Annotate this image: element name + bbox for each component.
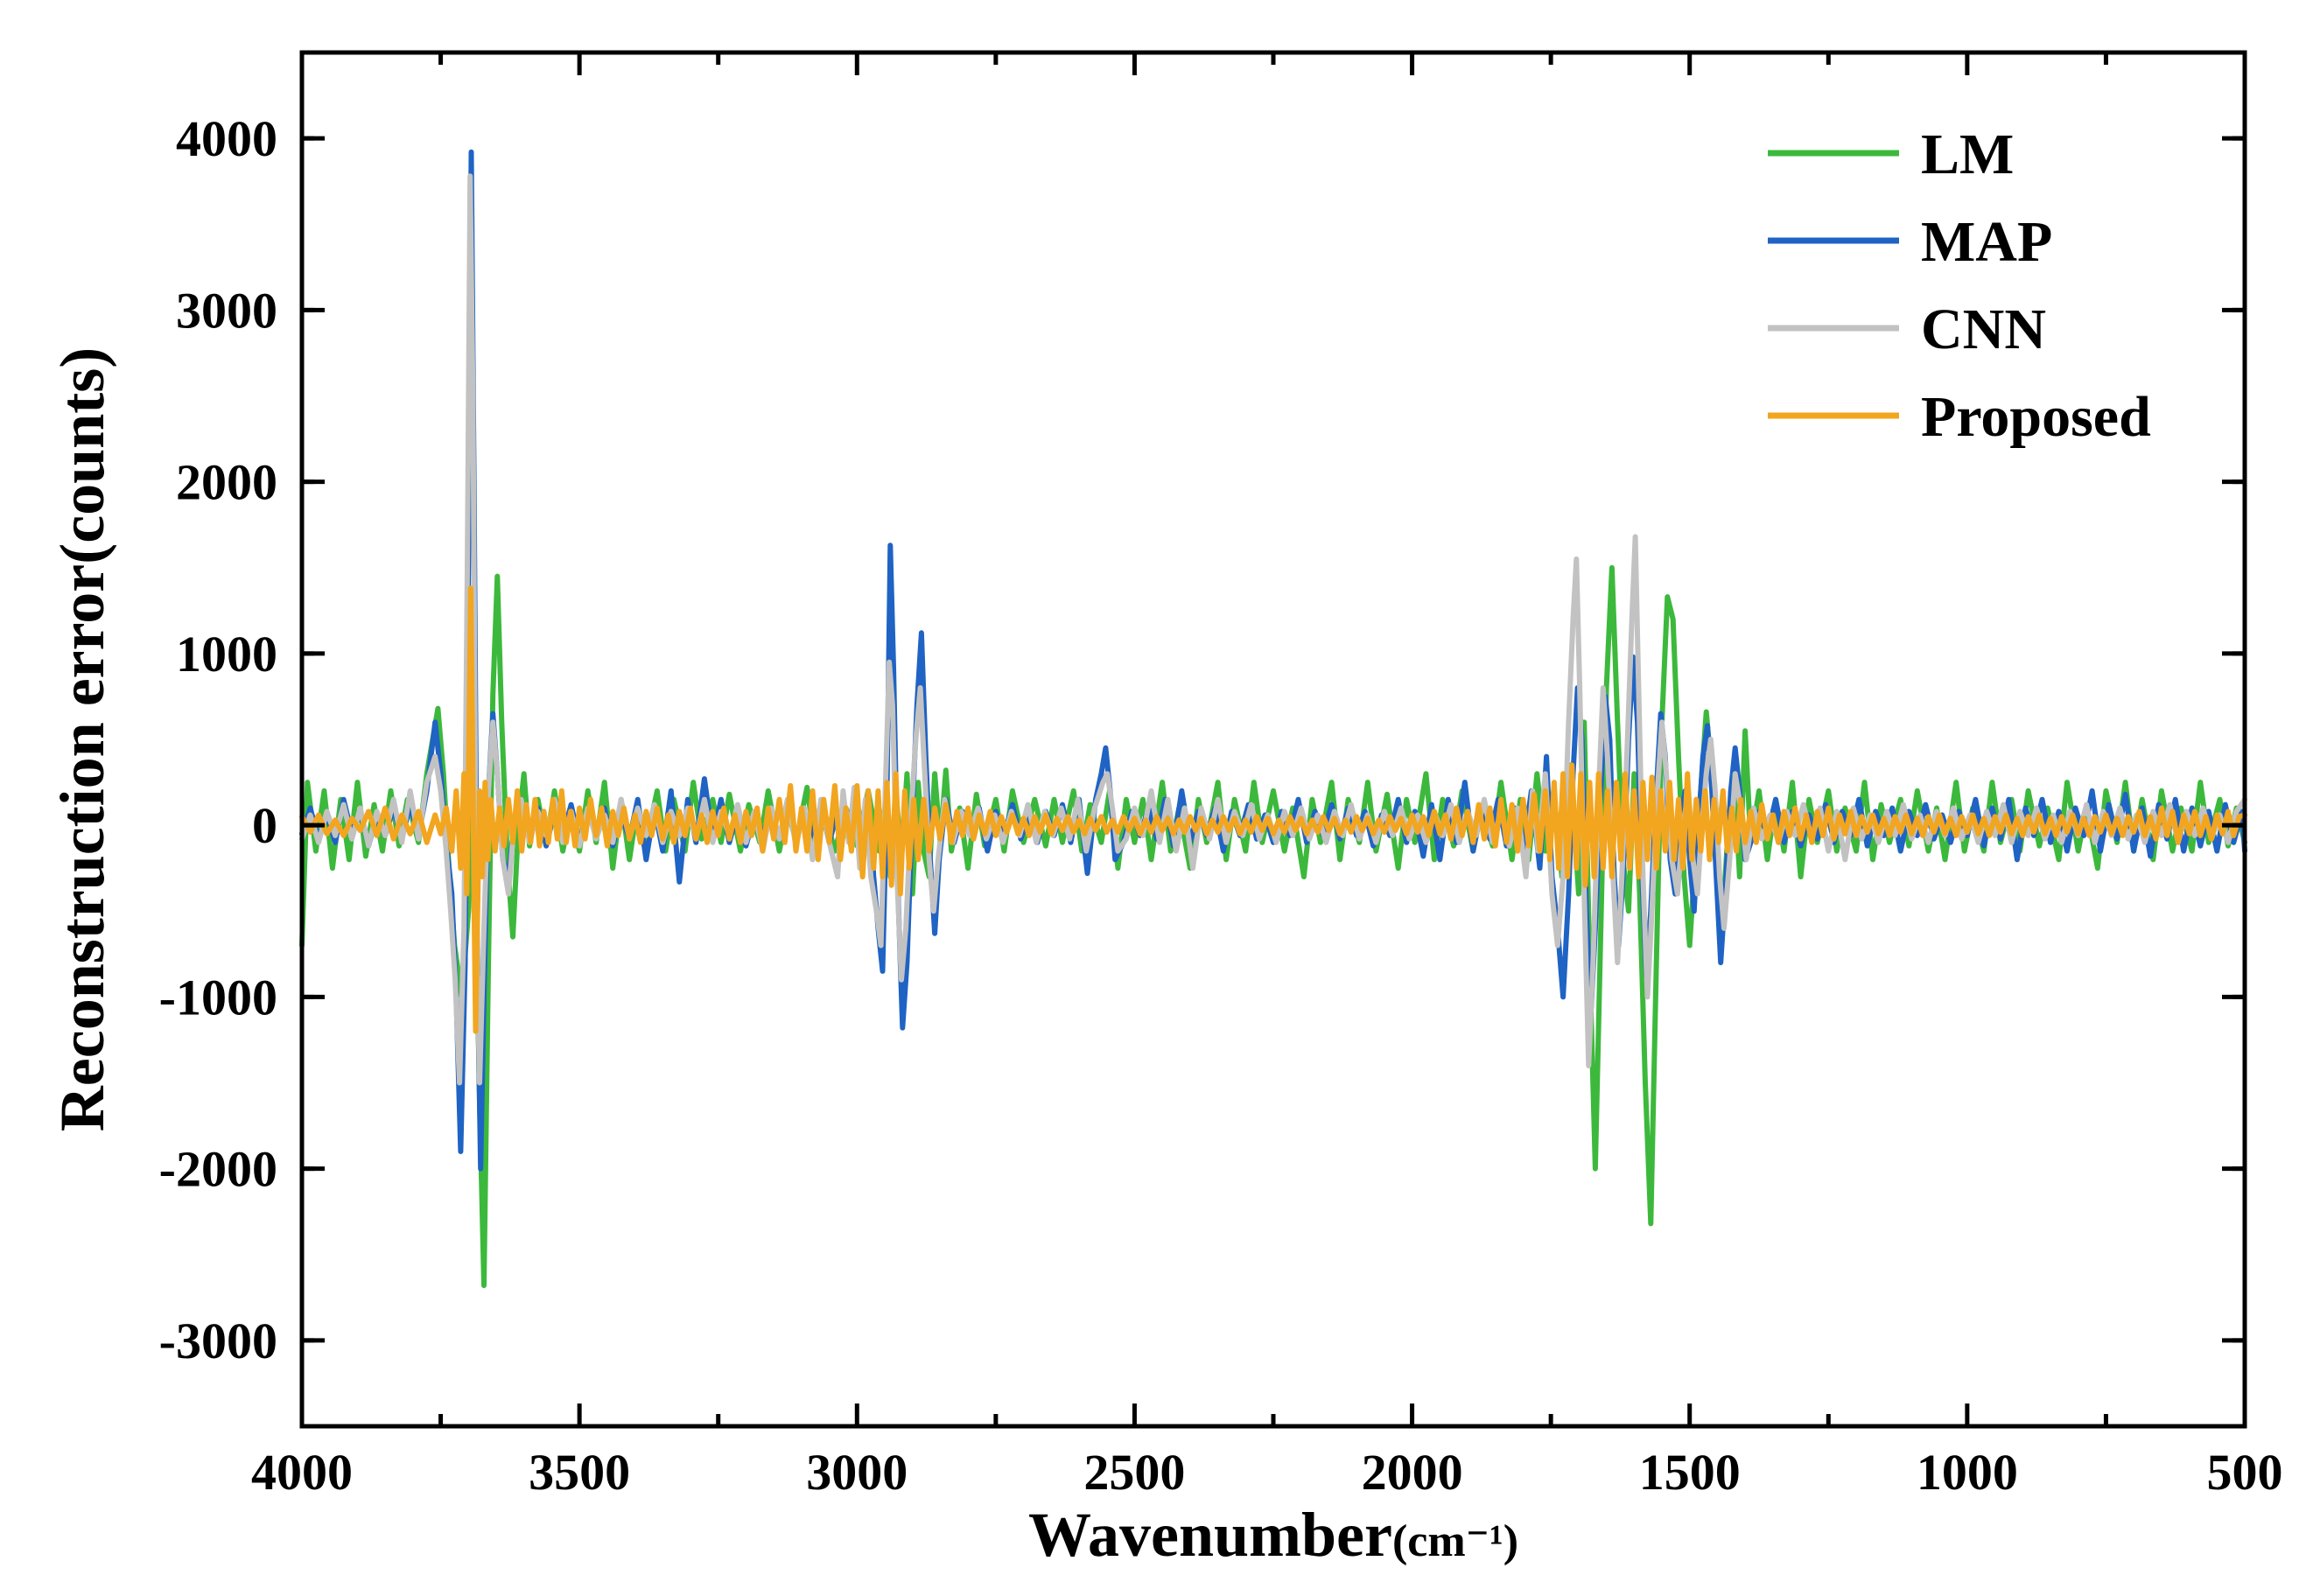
y-tick-label: 1000 — [176, 626, 277, 682]
ticks-layer — [299, 52, 2247, 1426]
legend-label-proposed: Proposed — [1921, 385, 2151, 449]
legend: LM MAP CNN Proposed — [1768, 122, 2151, 449]
y-tick-label: -3000 — [159, 1312, 277, 1369]
x-tick-label: 3500 — [529, 1444, 630, 1501]
y-axis-title: Reconstruction error(counts) — [47, 347, 117, 1131]
y-tick-label: -2000 — [159, 1141, 277, 1198]
x-tick-label: 3000 — [806, 1444, 908, 1501]
legend-label-cnn: CNN — [1921, 298, 2046, 361]
y-tick-label: 0 — [252, 797, 277, 854]
x-axis-title-main: Wavenumber — [1028, 1500, 1392, 1570]
x-tick-label: 500 — [2207, 1444, 2283, 1501]
x-tick-label: 4000 — [251, 1444, 353, 1501]
legend-label-map: MAP — [1921, 210, 2052, 274]
legend-label-lm: LM — [1921, 122, 2014, 186]
x-axis-title: Wavenumber(cm⁻¹) — [1028, 1500, 1518, 1570]
y-tick-label: 4000 — [176, 110, 277, 167]
series-proposed-line — [299, 585, 2247, 1034]
x-tick-label: 1500 — [1639, 1444, 1741, 1501]
x-tick-label: 2500 — [1083, 1444, 1185, 1501]
x-tick-label: 1000 — [1917, 1444, 2018, 1501]
x-tick-label: 2000 — [1362, 1444, 1463, 1501]
y-tick-label: 2000 — [176, 454, 277, 511]
series-lm-line — [299, 564, 2247, 1289]
y-tick-label: -1000 — [159, 969, 277, 1026]
x-axis-title-unit: (cm⁻¹) — [1392, 1516, 1518, 1566]
y-tick-label: 3000 — [176, 282, 277, 339]
labels-layer: 4000 3500 3000 2500 2000 1500 1000 500 4000 3000 2… — [159, 110, 2283, 1501]
series-layer — [299, 149, 2247, 1289]
